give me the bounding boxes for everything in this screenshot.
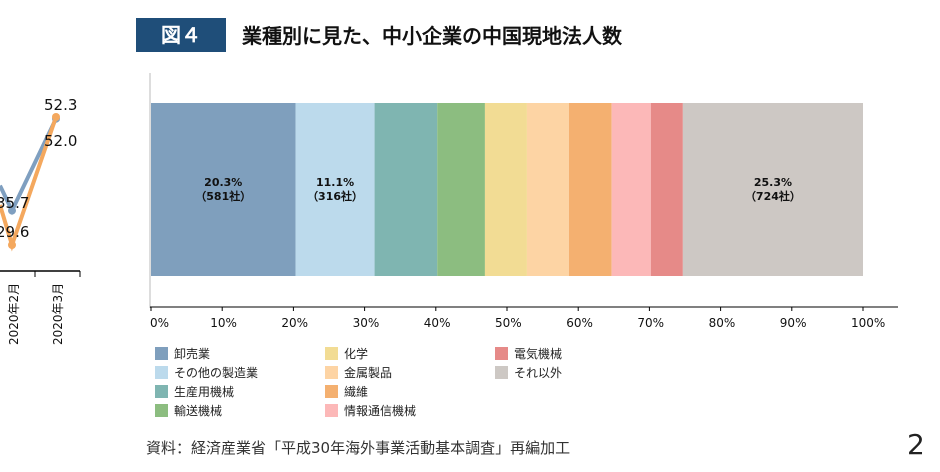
data-point	[8, 241, 16, 249]
data-label: 29.6	[0, 223, 29, 241]
legend-swatch	[155, 365, 168, 379]
x-tick-label: 10%	[210, 316, 237, 330]
legend-item: 金属製品	[325, 363, 392, 381]
x-tick-label: 80%	[709, 316, 736, 330]
legend-label: 卸売業	[174, 346, 211, 361]
bar-segment	[484, 103, 527, 276]
legend-item: 化学	[325, 344, 368, 362]
chart-title: 業種別に見た、中小企業の中国現地法人数	[242, 24, 622, 48]
data-label: 35.7	[0, 194, 29, 212]
bar-label: 11.1%	[316, 176, 354, 189]
x-tick-label: 2020年2月	[7, 283, 21, 345]
bar-segment	[682, 103, 863, 276]
bar-segment	[526, 103, 569, 276]
x-tick-label: 40%	[424, 316, 451, 330]
data-label: 52.3	[44, 96, 77, 114]
legend-item: 情報通信機械	[325, 401, 416, 419]
legend-label: 繊維	[344, 384, 369, 399]
legend-item: 電気機械	[495, 344, 562, 362]
legend-label: その他の製造業	[174, 365, 259, 380]
legend-item: 生産用機械	[155, 382, 234, 400]
legend-label: 電気機械	[514, 346, 563, 361]
page-number: 2	[907, 428, 925, 461]
bar-segment	[611, 103, 651, 276]
x-tick-label: 60%	[566, 316, 593, 330]
figure-badge: 図４	[136, 18, 226, 52]
bar-segment	[295, 103, 375, 276]
bar-segment	[650, 103, 683, 276]
legend-item: 繊維	[325, 382, 368, 400]
x-tick-label: 30%	[353, 316, 380, 330]
legend-swatch	[155, 346, 168, 360]
legend-swatch	[325, 365, 338, 379]
x-tick-label: 2020年3月	[51, 283, 65, 345]
legend-item: 卸売業	[155, 344, 210, 362]
legend-label: 生産用機械	[174, 384, 235, 399]
bar-sublabel: （581社）	[195, 189, 251, 203]
x-tick-label: 20%	[281, 316, 308, 330]
x-tick-label: 0%	[150, 316, 169, 330]
bar-segment	[568, 103, 612, 276]
data-label: 52.0	[44, 132, 77, 150]
bar-segment	[151, 103, 296, 276]
legend-swatch	[325, 384, 338, 398]
legend-swatch	[155, 384, 168, 398]
legend-label: 化学	[344, 346, 369, 361]
legend-swatch	[495, 346, 508, 360]
bar-sublabel: （316社）	[307, 189, 363, 203]
x-tick-label: 100%	[851, 316, 885, 330]
legend-swatch	[325, 346, 338, 360]
bar-label: 25.3%	[754, 176, 792, 189]
bar-label: 20.3%	[204, 176, 242, 189]
legend-label: 情報通信機械	[344, 403, 417, 418]
legend-item: 輸送機械	[155, 401, 222, 419]
legend-label: 金属製品	[344, 365, 393, 380]
bar-segment	[374, 103, 438, 276]
bar-sublabel: （724社）	[745, 189, 801, 203]
legend-swatch	[155, 403, 168, 417]
legend-swatch	[495, 365, 508, 379]
data-point	[52, 113, 60, 121]
x-tick-label: 50%	[495, 316, 522, 330]
data-point	[8, 206, 16, 215]
legend-item: その他の製造業	[155, 363, 258, 381]
source-note: 資料：経済産業省「平成30年海外事業活動基本調査」再編加工	[146, 439, 571, 457]
x-tick-label: 90%	[780, 316, 807, 330]
legend-swatch	[325, 403, 338, 417]
x-tick-label: 70%	[637, 316, 664, 330]
bar-segment	[437, 103, 485, 276]
legend-item: それ以外	[495, 363, 562, 381]
legend-label: 輸送機械	[174, 403, 223, 418]
legend-label: それ以外	[514, 365, 563, 380]
